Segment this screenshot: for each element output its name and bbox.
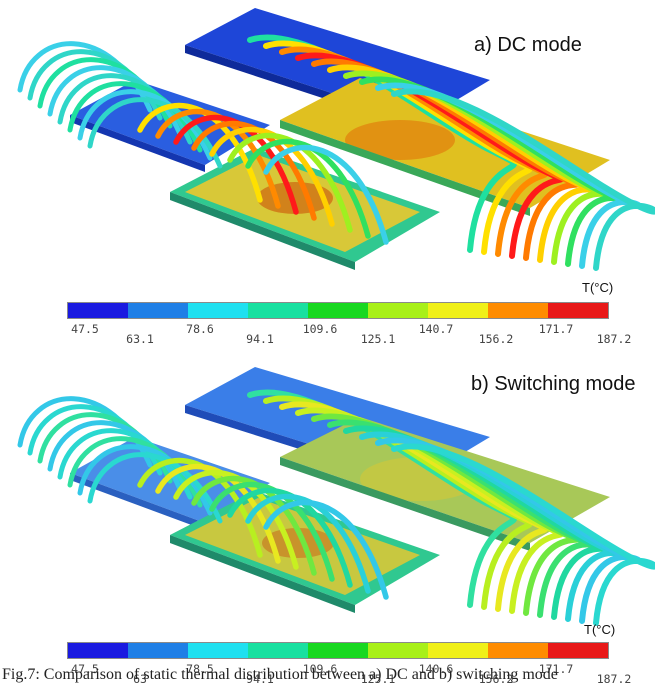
tick-label: 187.2 [596, 672, 632, 686]
tick-label: 47.5 [71, 322, 99, 336]
bond-wire [77, 89, 213, 161]
tick-label: 156.2 [478, 332, 514, 346]
color-scale-segment [428, 643, 488, 658]
color-scale-segment [368, 303, 428, 318]
color-scale [67, 642, 609, 659]
tick-label: 63 [133, 672, 147, 686]
bond-wire [391, 88, 655, 271]
color-scale-segment [188, 643, 248, 658]
bond-wires-switching [17, 389, 655, 626]
tick-label: 156.2 [478, 672, 514, 686]
color-scale-segment [68, 643, 128, 658]
color-scale-segment [548, 303, 608, 318]
tick-label: 78.6 [186, 322, 214, 336]
tick-label: 94.1 [246, 672, 274, 686]
tick-label: 140.7 [418, 322, 454, 336]
unit-label: T(°C) [584, 622, 616, 637]
color-scale-segment [428, 303, 488, 318]
figure-caption: Fig.7: Comparison of static thermal dist… [2, 666, 558, 683]
color-scale-segment [188, 303, 248, 318]
bond-wire [263, 499, 389, 600]
unit-label: T(°C) [582, 280, 614, 295]
color-scale-segment [128, 643, 188, 658]
tick-label: 140.6 [418, 662, 454, 676]
tick-label: 187.2 [596, 332, 632, 346]
bond-wire [263, 144, 389, 245]
bond-wire [57, 428, 193, 500]
tick-label: 171.7 [538, 322, 574, 336]
color-scale-segment [248, 303, 308, 318]
tick-label: 109.6 [302, 662, 338, 676]
color-scale-segment [488, 643, 548, 658]
tick-label: 63.1 [126, 332, 154, 346]
color-scale-segment [548, 643, 608, 658]
bond-wires-dc [17, 34, 655, 271]
thermal-render-dc [17, 8, 655, 271]
tick-label: 94.1 [246, 332, 274, 346]
color-scale-segment [248, 643, 308, 658]
tick-label: 78.5 [186, 662, 214, 676]
color-scale-segment [68, 303, 128, 318]
tick-label: 47.5 [71, 662, 99, 676]
bond-wire [77, 444, 213, 516]
bond-wire [57, 73, 193, 145]
color-scale-segment [308, 643, 368, 658]
color-scale-segment [308, 303, 368, 318]
tick-label: 109.6 [302, 322, 338, 336]
color-scale [67, 302, 609, 319]
panel-title: a) DC mode [474, 34, 582, 56]
panel-switching-mode: b) Switching mode T(°C) 47.5 63 78.5 94.… [0, 345, 655, 686]
thermal-render-switching [17, 367, 655, 626]
panel-title: b) Switching mode [471, 373, 636, 395]
tick-label: 125.1 [360, 672, 396, 686]
color-scale-segment [128, 303, 188, 318]
tick-label: 125.1 [360, 332, 396, 346]
panel-dc-mode: a) DC mode T(°C) 47.5 63.1 78.6 94.1 109… [0, 0, 655, 346]
bond-wire [67, 81, 203, 153]
bond-wire [67, 436, 203, 508]
tick-label: 171.7 [538, 662, 574, 676]
color-scale-segment [368, 643, 428, 658]
color-scale-segment [488, 303, 548, 318]
bond-wire [391, 443, 655, 626]
